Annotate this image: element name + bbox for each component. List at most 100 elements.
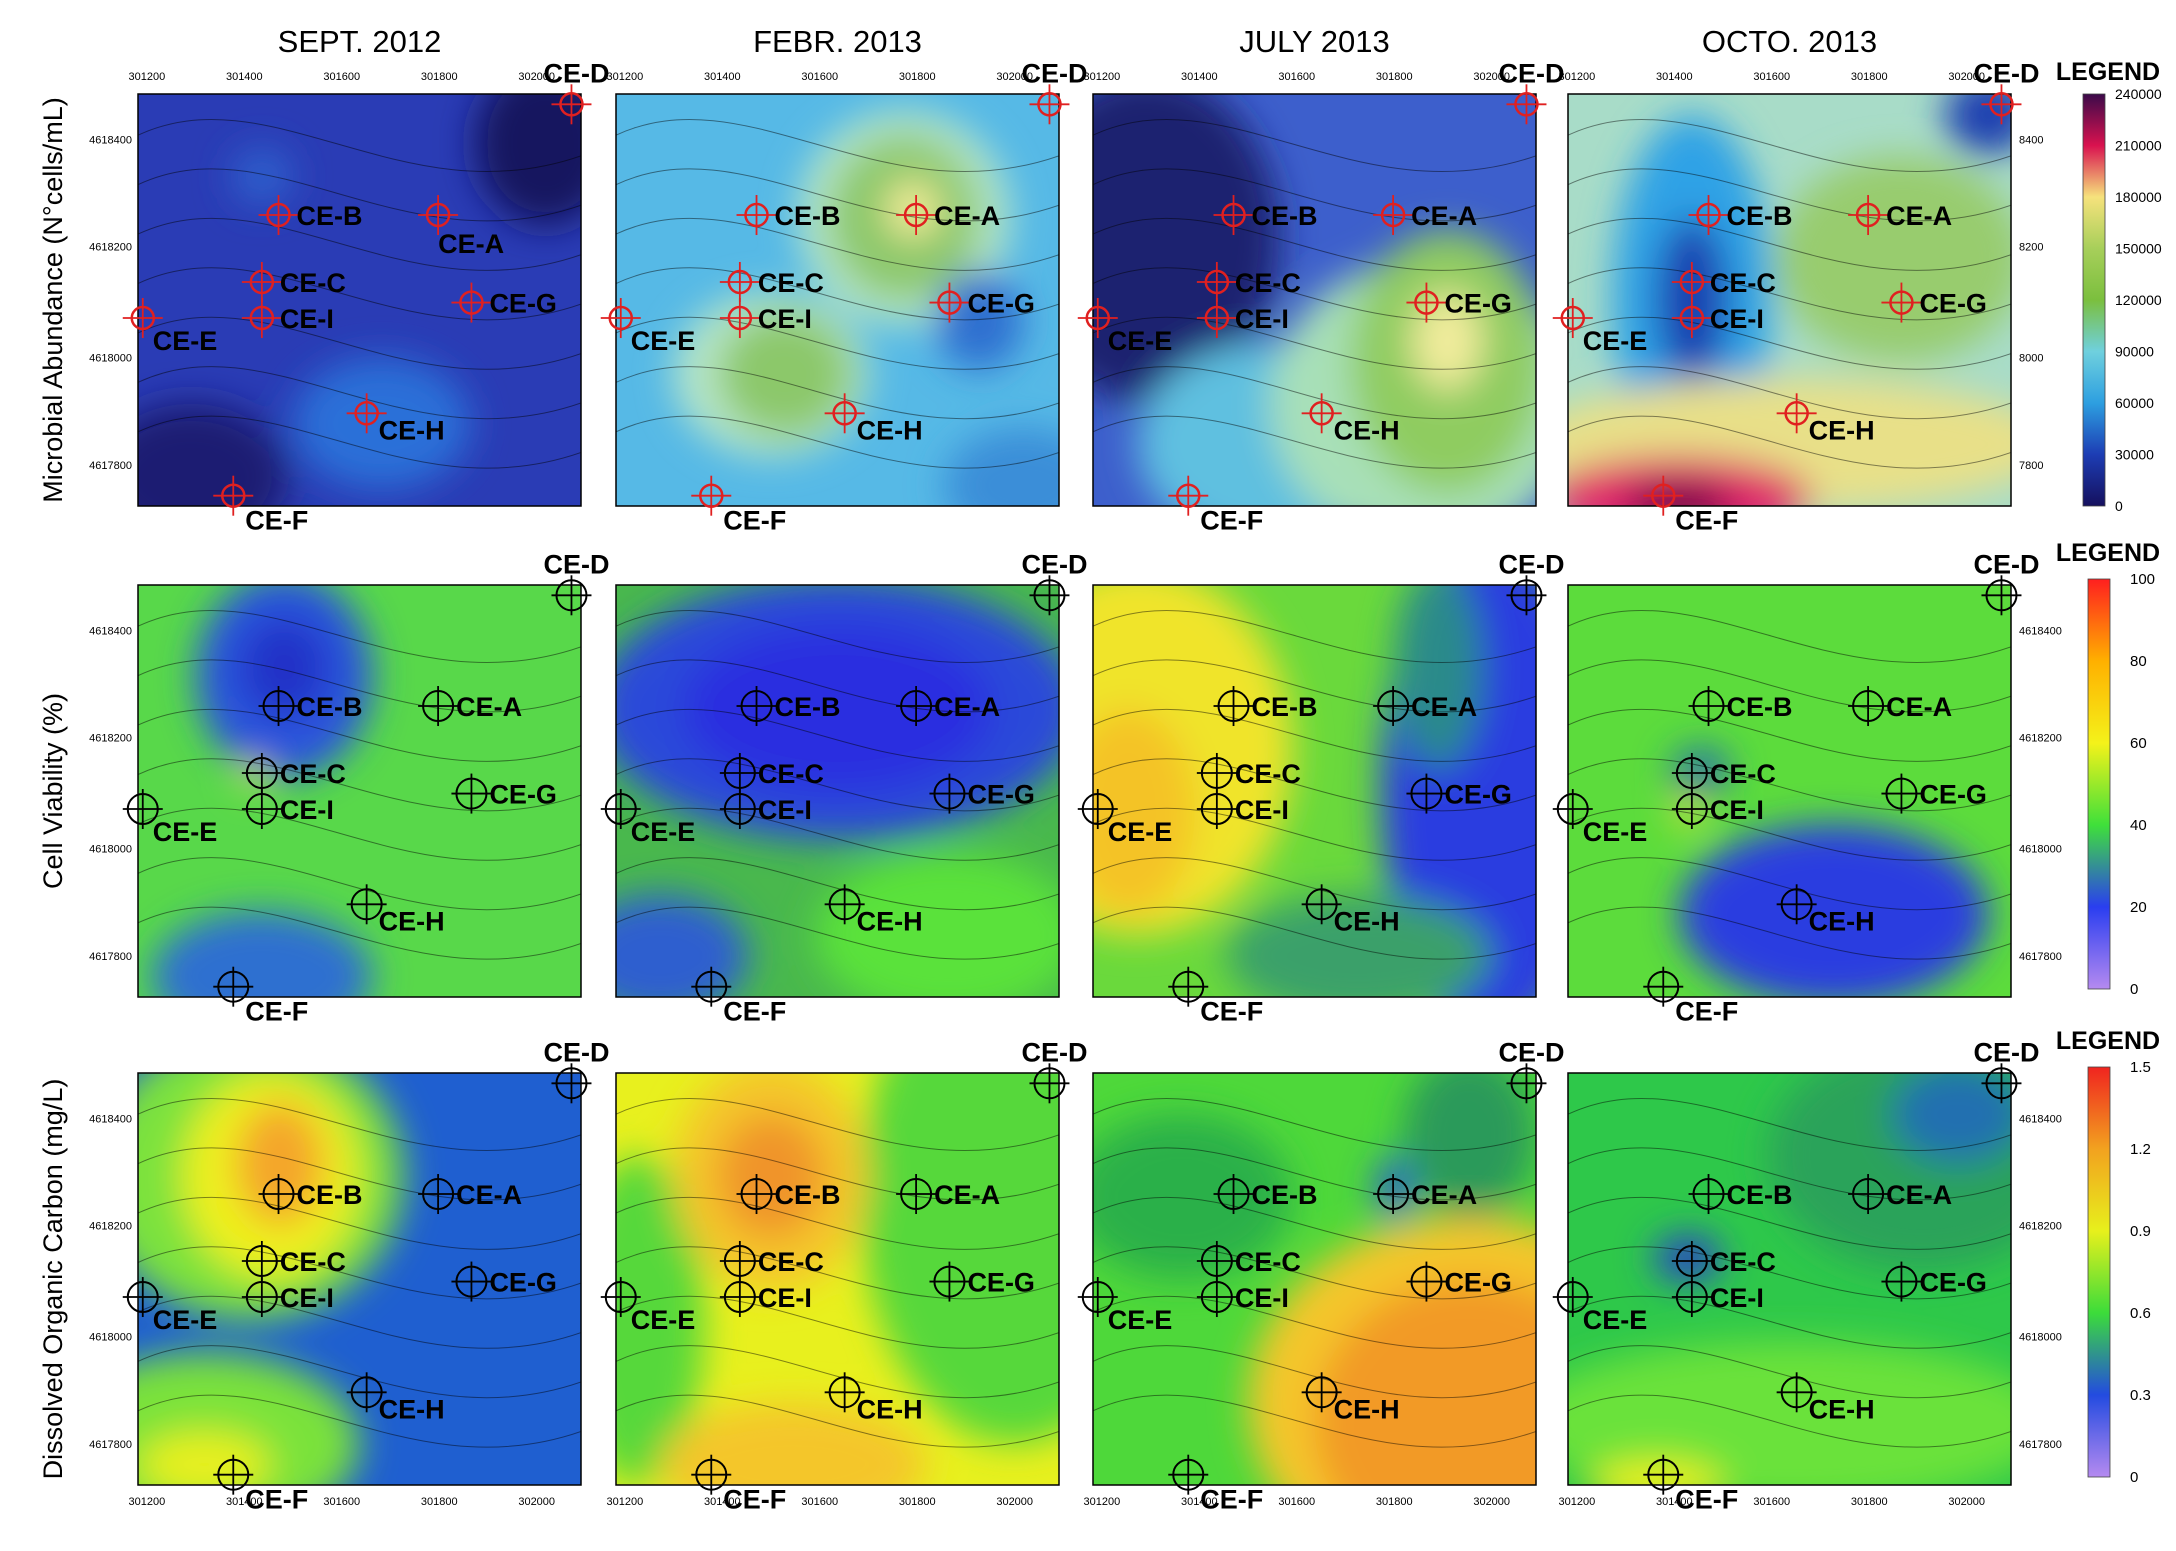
contour-line xyxy=(138,217,581,271)
x-tick-label: 301200 xyxy=(607,1496,644,1508)
station-label: CE-D xyxy=(1498,58,1564,88)
panel-frame xyxy=(1567,1072,2012,1486)
station-label: CE-B xyxy=(1727,201,1793,231)
contour-line xyxy=(1093,807,1536,861)
legend-tick: 60000 xyxy=(2115,395,2154,411)
station-label: CE-I xyxy=(1710,304,1764,334)
station-marker: CE-H xyxy=(824,393,923,445)
station-marker: CE-D xyxy=(543,58,609,125)
contour-line xyxy=(1568,758,2011,812)
x-tick-label: 301400 xyxy=(1181,1496,1218,1508)
contour-line xyxy=(1568,1098,2011,1151)
station-marker: CE-I xyxy=(241,1277,334,1318)
station-marker: CE-H xyxy=(346,1372,445,1424)
contour-zone xyxy=(934,271,1024,371)
station-label: CE-C xyxy=(280,759,346,789)
station-marker: CE-B xyxy=(1213,1174,1318,1215)
y-tick-label: 4618400 xyxy=(89,625,132,637)
station-marker: CE-B xyxy=(1213,686,1318,727)
contour-line xyxy=(616,857,1059,911)
contour-line xyxy=(1093,415,1536,469)
x-tick-label: 302000 xyxy=(518,71,555,83)
station-marker: CE-B xyxy=(1688,686,1793,727)
station-marker: CE-D xyxy=(1021,549,1087,616)
x-tick-label: 301400 xyxy=(1181,71,1218,83)
legend-tick: 0.3 xyxy=(2130,1387,2151,1404)
contour-panel: 301200 301400 301600 301800 302000 CE-A CE-B CE… xyxy=(600,1037,1087,1515)
contour-zone xyxy=(1093,708,1195,915)
contour-zone xyxy=(1314,1279,1536,1485)
station-marker: CE-I xyxy=(1196,298,1289,339)
contour-panel: 4618400 4618200 4618000 4617800 CE-A CE-B CE-C… xyxy=(89,549,609,1027)
station-marker: CE-G xyxy=(1406,282,1512,323)
station-marker: CE-A xyxy=(1373,195,1477,236)
station-marker: CE-C xyxy=(1196,261,1301,302)
contour-line xyxy=(1093,217,1536,271)
station-label: CE-C xyxy=(758,759,824,789)
contour-line xyxy=(1568,1246,2011,1300)
station-marker: CE-D xyxy=(1498,58,1564,125)
station-label: CE-F xyxy=(723,1485,786,1515)
station-label: CE-E xyxy=(1583,817,1648,847)
station-marker: CE-A xyxy=(896,1174,1000,1215)
y-tick-label: 4618400 xyxy=(89,134,132,146)
station-label: CE-G xyxy=(967,780,1035,810)
station-marker: CE-I xyxy=(1196,789,1289,830)
station-label: CE-G xyxy=(489,289,557,319)
station-marker: CE-H xyxy=(1776,1372,1875,1424)
y-tick-label: 4617800 xyxy=(2019,951,2062,963)
station-label: CE-E xyxy=(153,1305,218,1335)
station-label: CE-G xyxy=(1919,289,1987,319)
legend-colorbar xyxy=(2082,93,2106,507)
station-marker: CE-C xyxy=(1196,1240,1301,1281)
legend-tick: 60 xyxy=(2130,735,2147,752)
legend-tick: 210000 xyxy=(2115,138,2162,154)
y-tick-label: 4617800 xyxy=(2019,1439,2062,1451)
contour-zone xyxy=(239,762,267,787)
contour-zone xyxy=(151,910,373,997)
station-label: CE-H xyxy=(1809,415,1875,445)
station-marker: CE-F xyxy=(1643,475,1738,536)
x-tick-label: 302000 xyxy=(1948,1496,1985,1508)
contour-panel: 301200 301400 301600 301800 302000 4618400 461… xyxy=(89,1037,609,1514)
station-marker: CE-E xyxy=(1077,789,1172,847)
legend: LEGEND 1.5 1.2 0.9 0.6 0.3 0 xyxy=(2056,1027,2160,1486)
station-label: CE-E xyxy=(153,817,218,847)
legend-tick: 0 xyxy=(2130,1469,2138,1486)
station-label: CE-B xyxy=(1252,1180,1318,1210)
contour-zone xyxy=(474,94,581,226)
legend-title: LEGEND xyxy=(2056,58,2160,86)
station-marker: CE-F xyxy=(213,966,308,1027)
contour-zone xyxy=(1568,456,1812,506)
station-marker: CE-D xyxy=(1498,549,1564,616)
contour-zone xyxy=(1776,155,2011,362)
x-tick-label: 302000 xyxy=(996,1496,1033,1508)
station-label: CE-A xyxy=(1411,201,1477,231)
y-tick-label: 4617800 xyxy=(89,460,132,472)
station-marker: CE-G xyxy=(451,1261,557,1302)
x-tick-label: 302000 xyxy=(518,1496,555,1508)
station-label: CE-E xyxy=(631,817,696,847)
station-label: CE-I xyxy=(280,304,334,334)
station-label: CE-B xyxy=(1252,692,1318,722)
legend-tick: 100 xyxy=(2130,571,2155,588)
y-tick-label: 4618000 xyxy=(2019,844,2062,856)
station-label: CE-I xyxy=(280,1283,334,1313)
station-marker: CE-C xyxy=(719,752,824,793)
contour-line xyxy=(1568,1394,2011,1448)
station-marker: CE-F xyxy=(691,1454,786,1515)
contour-zone xyxy=(1944,94,2011,156)
contour-zone xyxy=(1678,823,1989,997)
contour-line xyxy=(1568,119,2011,172)
contour-zone xyxy=(138,403,289,506)
row-axis-label: Microbial Abundance (N°cells/mL) xyxy=(38,97,68,502)
station-marker: CE-A xyxy=(418,195,504,259)
contour-zone xyxy=(660,1402,927,1485)
station-label: CE-I xyxy=(758,795,812,825)
contour-panel: CE-A CE-B CE-C CE-D CE-E CE-F CE-G CE-H CE-I xyxy=(1077,549,1564,1027)
station-label: CE-D xyxy=(543,1037,609,1067)
station-marker: CE-D xyxy=(1973,58,2039,125)
station-label: CE-B xyxy=(297,1180,363,1210)
station-label: CE-B xyxy=(1727,1180,1793,1210)
contour-line xyxy=(138,708,581,762)
